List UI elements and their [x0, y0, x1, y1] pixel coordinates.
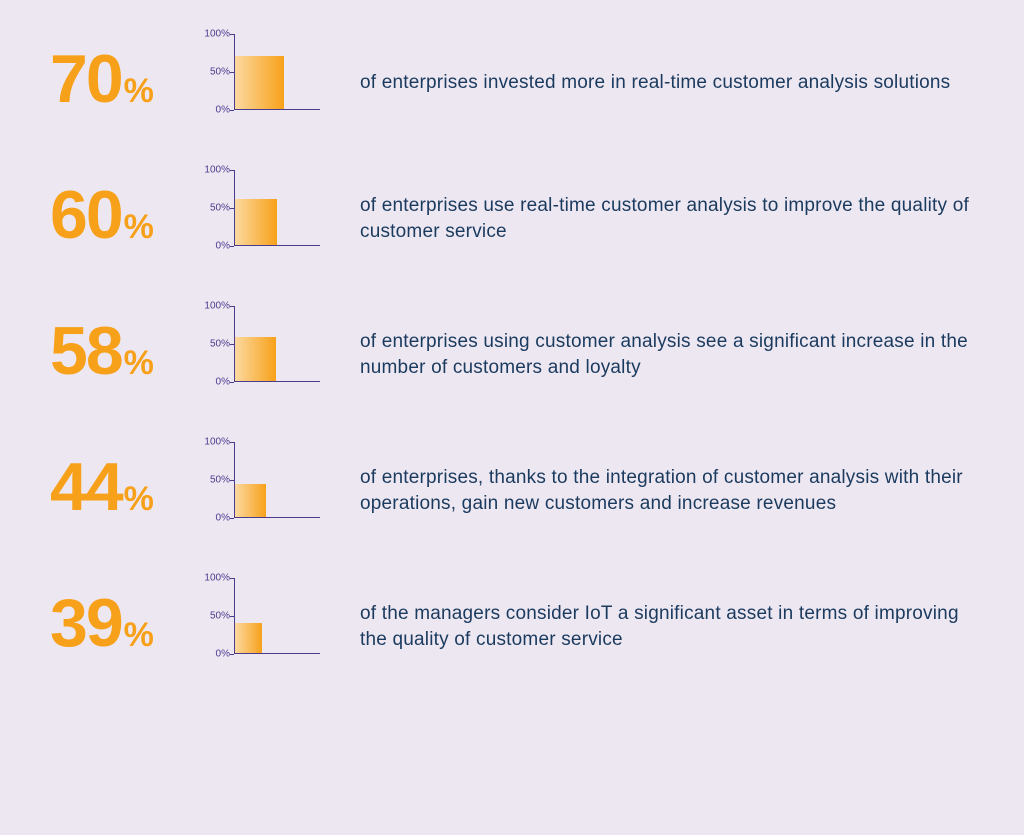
- chart-bar: [235, 337, 276, 381]
- chart-axis-label: 100%: [202, 437, 230, 448]
- percent-symbol: %: [124, 616, 154, 655]
- percent-block: 70%: [50, 45, 200, 113]
- chart-tick: [230, 654, 234, 655]
- percent-block: 58%: [50, 317, 200, 385]
- percent-symbol: %: [124, 72, 154, 111]
- chart-tick: [230, 442, 234, 443]
- percent-symbol: %: [124, 480, 154, 519]
- chart-tick: [230, 72, 234, 73]
- mini-bar-chart: 100%50%0%: [200, 442, 320, 526]
- chart-bar: [235, 484, 266, 517]
- stat-row: 58%100%50%0%of enterprises using custome…: [50, 312, 974, 390]
- percent-number: 39: [50, 589, 122, 657]
- percent-number: 44: [50, 453, 122, 521]
- chart-tick: [230, 208, 234, 209]
- mini-bar-chart: 100%50%0%: [200, 34, 320, 118]
- chart-tick: [230, 110, 234, 111]
- percent-number: 60: [50, 181, 122, 249]
- chart-axis-label: 0%: [202, 377, 230, 388]
- chart-x-axis: [234, 245, 320, 246]
- percent-symbol: %: [124, 208, 154, 247]
- percent-number: 58: [50, 317, 122, 385]
- stat-description: of enterprises using customer analysis s…: [360, 321, 974, 380]
- percent-symbol: %: [124, 344, 154, 383]
- chart-tick: [230, 34, 234, 35]
- chart-axis-label: 50%: [202, 475, 230, 486]
- stat-row: 70%100%50%0%of enterprises invested more…: [50, 40, 974, 118]
- stat-description: of enterprises, thanks to the integratio…: [360, 457, 974, 516]
- chart-x-axis: [234, 109, 320, 110]
- chart-axis-label: 0%: [202, 649, 230, 660]
- chart-axis-label: 50%: [202, 67, 230, 78]
- chart-tick: [230, 306, 234, 307]
- chart-axis-label: 100%: [202, 573, 230, 584]
- chart-tick: [230, 518, 234, 519]
- mini-bar-chart: 100%50%0%: [200, 578, 320, 662]
- percent-block: 44%: [50, 453, 200, 521]
- stat-description: of enterprises invested more in real-tim…: [360, 62, 974, 96]
- mini-bar-chart: 100%50%0%: [200, 170, 320, 254]
- stat-description: of the managers consider IoT a significa…: [360, 593, 974, 652]
- chart-tick: [230, 578, 234, 579]
- percent-block: 39%: [50, 589, 200, 657]
- chart-bar: [235, 56, 284, 109]
- chart-axis-label: 100%: [202, 165, 230, 176]
- chart-bar: [235, 623, 262, 653]
- chart-axis-label: 100%: [202, 29, 230, 40]
- infographic-container: 70% 100% 50% 0% of enterprises invested more…: [50, 40, 974, 662]
- mini-bar-chart: 100%50%0%: [200, 306, 320, 390]
- chart-tick: [230, 480, 234, 481]
- chart-axis-label: 50%: [202, 611, 230, 622]
- stat-row: 44%100%50%0%of enterprises, thanks to th…: [50, 448, 974, 526]
- chart-tick: [230, 344, 234, 345]
- chart-axis-label: 0%: [202, 513, 230, 524]
- percent-block: 60%: [50, 181, 200, 249]
- chart-tick: [230, 616, 234, 617]
- stat-row: 60%100%50%0%of enterprises use real-time…: [50, 176, 974, 254]
- chart-axis-label: 0%: [202, 241, 230, 252]
- chart-axis-label: 100%: [202, 301, 230, 312]
- chart-axis-label: 50%: [202, 203, 230, 214]
- chart-axis-label: 50%: [202, 339, 230, 350]
- chart-x-axis: [234, 381, 320, 382]
- chart-x-axis: [234, 653, 320, 654]
- chart-axis-label: 0%: [202, 105, 230, 116]
- chart-bar: [235, 199, 277, 245]
- chart-tick: [230, 170, 234, 171]
- chart-tick: [230, 382, 234, 383]
- stat-description: of enterprises use real-time customer an…: [360, 185, 974, 244]
- percent-number: 70: [50, 45, 122, 113]
- chart-x-axis: [234, 517, 320, 518]
- stat-row: 39%100%50%0%of the managers consider IoT…: [50, 584, 974, 662]
- chart-tick: [230, 246, 234, 247]
